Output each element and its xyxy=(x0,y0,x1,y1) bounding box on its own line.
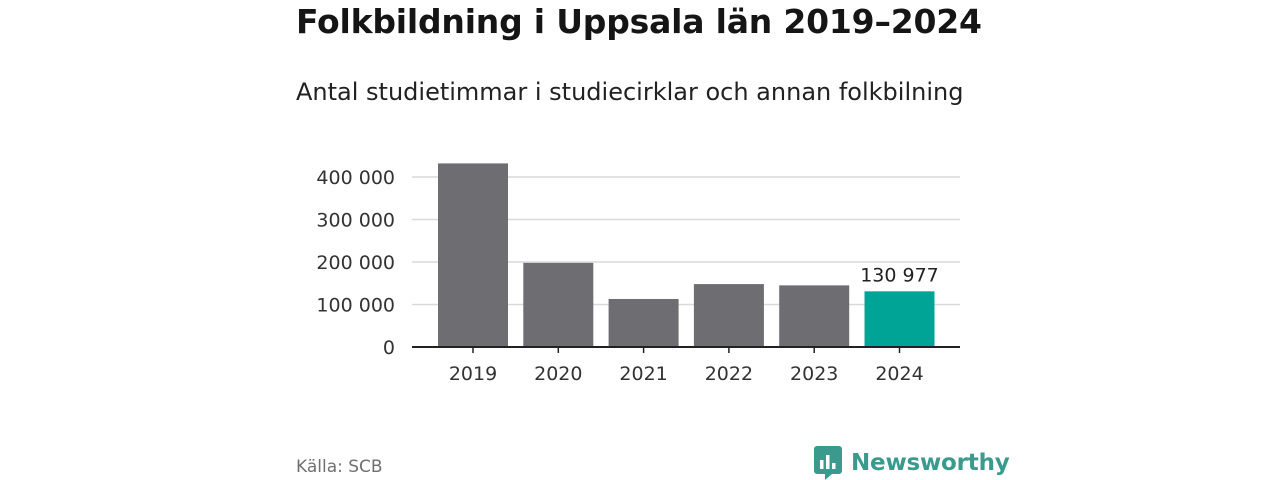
x-tick-label: 2022 xyxy=(705,363,753,385)
brand-name: Newsworthy xyxy=(851,450,1010,476)
chart-subtitle: Antal studietimmar i studiecirklar och a… xyxy=(296,78,964,106)
y-tick-label: 200 000 xyxy=(316,252,395,274)
data-labels: 130 977 xyxy=(860,264,939,286)
source-note: Källa: SCB xyxy=(296,457,383,477)
bar-2021 xyxy=(608,298,679,347)
brand-logo: Newsworthy xyxy=(814,446,1010,480)
y-axis-tick-labels: 0 100 000 200 000 300 000 400 000 xyxy=(316,167,395,359)
bars xyxy=(438,163,935,347)
x-tick-label: 2020 xyxy=(534,363,582,385)
bar-2024 xyxy=(864,291,935,347)
bar-2023 xyxy=(779,285,850,347)
x-axis-tick-labels: 2019 2020 2021 2022 2023 2024 xyxy=(449,363,924,385)
y-tick-label: 0 xyxy=(383,337,395,359)
x-tick-label: 2023 xyxy=(790,363,838,385)
x-tick-label: 2024 xyxy=(875,363,923,385)
y-tick-label: 300 000 xyxy=(316,210,395,232)
newsworthy-logo-icon xyxy=(814,446,842,480)
x-tick-label: 2019 xyxy=(449,363,497,385)
bar-2020 xyxy=(523,262,594,347)
bar-2019 xyxy=(438,163,508,347)
x-axis xyxy=(412,346,960,353)
bar-2022 xyxy=(693,284,764,347)
data-label-2024: 130 977 xyxy=(860,264,939,286)
x-tick-label: 2021 xyxy=(619,363,667,385)
chart-title: Folkbildning i Uppsala län 2019–2024 xyxy=(296,2,982,41)
y-tick-label: 400 000 xyxy=(316,167,395,189)
y-tick-label: 100 000 xyxy=(316,295,395,317)
